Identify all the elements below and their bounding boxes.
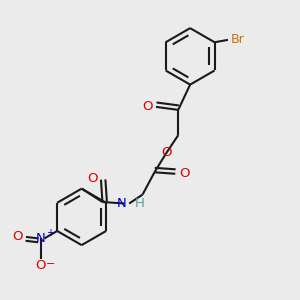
Text: O: O [179, 167, 189, 180]
Text: O: O [36, 259, 46, 272]
Text: N: N [116, 197, 126, 210]
Text: −: − [46, 259, 56, 269]
Text: O: O [161, 146, 172, 160]
Text: O: O [87, 172, 98, 185]
Text: N: N [36, 232, 46, 245]
Text: O: O [12, 230, 22, 243]
Text: Br: Br [231, 33, 245, 46]
Text: H: H [134, 197, 144, 210]
Text: +: + [46, 228, 54, 238]
Text: O: O [142, 100, 152, 113]
